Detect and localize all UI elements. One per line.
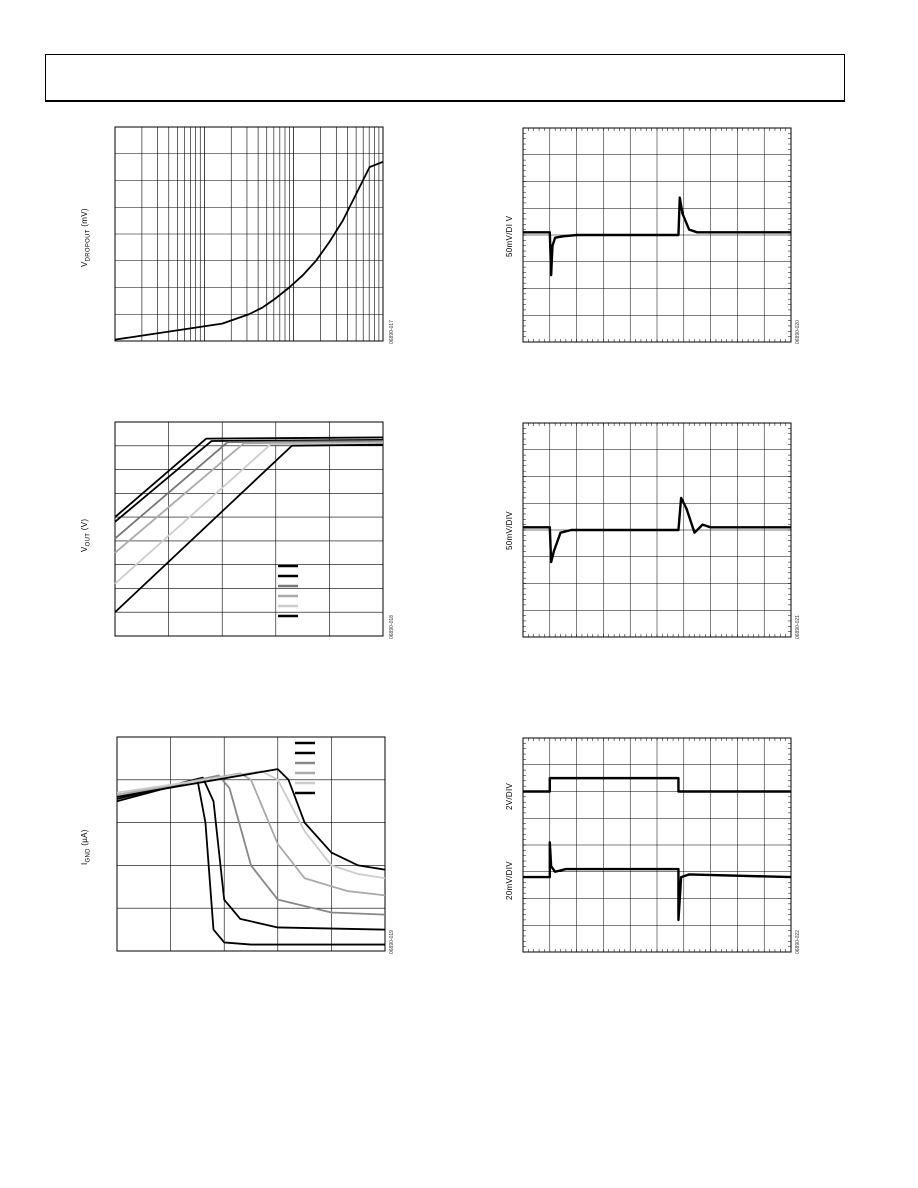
legend — [278, 564, 298, 618]
plot-frame — [114, 421, 384, 637]
series-line-3 — [116, 774, 386, 916]
plot-frame — [114, 126, 384, 342]
series-line-2 — [523, 841, 792, 922]
y-axis-label: IGND (µA) — [80, 829, 92, 865]
grid — [115, 422, 383, 636]
series-line-4 — [114, 441, 384, 554]
series-line-1 — [523, 776, 791, 793]
grid — [522, 737, 792, 953]
dropout-vs-load-svg — [114, 126, 384, 342]
series-line-2 — [116, 776, 386, 931]
line-transient-svg — [522, 737, 792, 953]
y-axis-label: VOUT (V) — [80, 518, 92, 552]
series-line-5 — [114, 442, 384, 585]
line-transient-chart: 2V/DIV 20mV/DIV 06890-022 — [505, 735, 801, 954]
figure-id: 06890-019 — [389, 930, 395, 954]
plot-frame — [522, 127, 792, 343]
legend — [295, 741, 315, 795]
grid — [117, 737, 385, 951]
series-line-1 — [114, 436, 384, 518]
grid — [114, 127, 384, 341]
series-line-2 — [114, 438, 384, 523]
y-axis-label-upper: 2V/DIV — [505, 782, 514, 810]
series-line-1 — [523, 496, 791, 564]
load-transient-1-chart: 50mV/DI V 06890-020 — [505, 125, 801, 344]
load-transient-2-chart: 50mV/DIV 06890-021 — [505, 420, 801, 639]
ignd-vs-vin-chart: IGND (µA) 06890-019 — [80, 735, 395, 954]
load-transient-2-svg — [522, 422, 792, 638]
y-axis-label: 50mV/DIV — [505, 511, 514, 550]
load-transient-1-svg — [522, 127, 792, 343]
figure-id: 06890-022 — [795, 930, 801, 954]
series-line-6 — [114, 443, 384, 613]
figure-id: 06890-018 — [389, 615, 395, 639]
plot-frame — [116, 736, 386, 952]
y-axis-label: VDROPOUT (mV) — [80, 208, 92, 267]
ignd-vs-vin-svg — [116, 736, 386, 952]
figure-id: 06890-017 — [389, 320, 395, 344]
series-line-1 — [114, 160, 384, 341]
y-axis-label: 50mV/DI V — [505, 215, 514, 257]
vout-vs-vin-svg — [114, 421, 384, 637]
plot-frame — [522, 422, 792, 638]
series-line-1 — [523, 196, 791, 277]
figure-id: 06890-020 — [795, 320, 801, 344]
page-header-box — [45, 54, 845, 102]
series-line-4 — [116, 772, 386, 897]
series-line-3 — [114, 440, 384, 540]
plot-frame — [522, 737, 792, 953]
dropout-vs-load-chart: VDROPOUT (mV) 06890-017 — [80, 125, 395, 344]
vout-vs-vin-chart: VOUT (V) 06890-018 — [80, 420, 395, 639]
y-axis-label-lower: 20mV/DIV — [505, 861, 514, 900]
figure-id: 06890-021 — [795, 615, 801, 639]
series-line-6 — [116, 768, 386, 871]
